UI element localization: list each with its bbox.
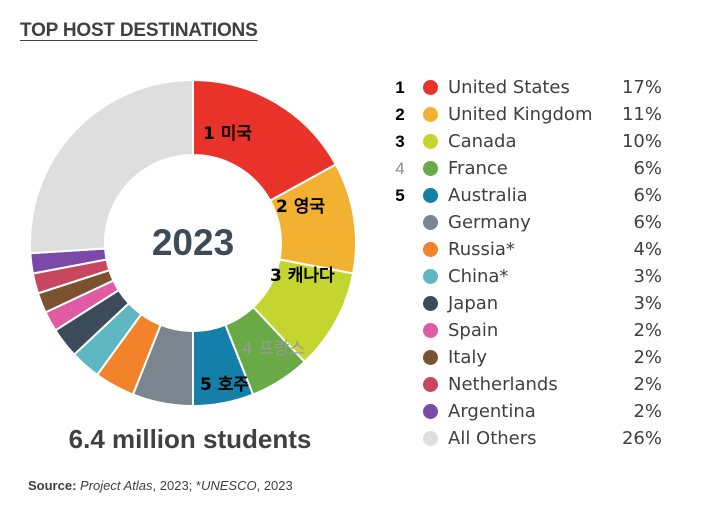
legend-row-canada: 3 Canada 10% [390,128,680,155]
legend-color-dot-icon [423,404,438,419]
legend-percentage: 4% [633,239,662,260]
legend-percentage: 6% [633,185,662,206]
segment-label-australia: 5 호주 [200,375,249,395]
source-ref-project-atlas: Project Atlas [80,478,153,493]
legend-row-russia: Russia* 4% [390,236,680,263]
legend-row-italy: Italy 2% [390,344,680,371]
slice-all-others [29,78,194,255]
source-suffix: , 2023 [256,478,293,493]
legend-percentage: 6% [633,212,662,233]
legend-color-dot-icon [423,134,438,149]
legend-row-united-states: 1 United States 17% [390,74,680,101]
legend-country-name: United Kingdom [448,104,593,125]
legend-percentage: 26% [621,428,662,449]
legend-color-dot-icon [423,80,438,95]
chart-title: TOP HOST DESTINATIONS [20,20,258,41]
legend-rank: 5 [395,186,405,205]
legend-percentage: 17% [621,77,662,98]
total-students-label: 6.4 million students [68,424,312,454]
legend-percentage: 3% [633,266,662,287]
legend-country-name: Argentina [448,401,536,422]
legend-percentage: 3% [633,293,662,314]
legend-country-name: Russia* [448,239,515,260]
legend-country-name: France [448,158,508,179]
legend-color-dot-icon [423,107,438,122]
legend-color-dot-icon [423,323,438,338]
legend-row-spain: Spain 2% [390,317,680,344]
legend-row-japan: Japan 3% [390,290,680,317]
legend-color-dot-icon [423,350,438,365]
legend-percentage: 11% [621,104,662,125]
legend-percentage: 2% [633,320,662,341]
legend-row-all-others: All Others 26% [390,425,680,452]
legend-country-name: China* [448,266,509,287]
segment-label-united-states: 1 미국 [203,124,252,144]
legend-country-name: All Others [448,428,537,449]
legend-rank: 4 [395,159,405,178]
legend-country-name: Canada [448,131,517,152]
legend-country-name: United States [448,77,570,98]
segment-label-united-kingdom: 2 영국 [276,197,325,217]
segment-label-france: 4 프랑스 [242,339,305,359]
legend-country-name: Germany [448,212,531,233]
legend-row-united-kingdom: 2 United Kingdom 11% [390,101,680,128]
segment-label-canada: 3 캐나다 [270,266,335,286]
center-year-label: 2023 [151,222,235,263]
legend-color-dot-icon [423,242,438,257]
legend-country-name: Netherlands [448,374,558,395]
source-note: Source: Project Atlas, 2023; *UNESCO, 20… [28,478,293,493]
legend-color-dot-icon [423,215,438,230]
legend-color-dot-icon [423,161,438,176]
legend: 1 United States 17% 2 United Kingdom 11% 3 Cana… [390,74,680,452]
legend-row-china: China* 3% [390,263,680,290]
legend-country-name: Japan [448,293,499,314]
legend-country-name: Spain [448,320,499,341]
legend-color-dot-icon [423,269,438,284]
legend-rank: 3 [395,132,405,151]
legend-percentage: 2% [633,374,662,395]
legend-row-netherlands: Netherlands 2% [390,371,680,398]
source-mid: , 2023; * [152,478,201,493]
legend-color-dot-icon [423,431,438,446]
legend-percentage: 2% [633,401,662,422]
legend-country-name: Australia [448,185,528,206]
legend-color-dot-icon [423,188,438,203]
source-prefix: Source: [28,478,77,493]
donut-chart: 1 미국 2 영국 3 캐나다 4 프랑스 5 호주 [29,78,357,408]
legend-rank: 1 [395,78,405,97]
legend-rank: 2 [395,105,405,124]
legend-row-australia: 5 Australia 6% [390,182,680,209]
source-ref-unesco: UNESCO [200,478,257,493]
legend-color-dot-icon [423,377,438,392]
legend-percentage: 2% [633,347,662,368]
legend-row-argentina: Argentina 2% [390,398,680,425]
legend-row-germany: Germany 6% [390,209,680,236]
legend-country-name: Italy [448,347,488,368]
legend-row-france: 4 France 6% [390,155,680,182]
legend-percentage: 10% [621,131,662,152]
legend-color-dot-icon [423,296,438,311]
legend-percentage: 6% [633,158,662,179]
